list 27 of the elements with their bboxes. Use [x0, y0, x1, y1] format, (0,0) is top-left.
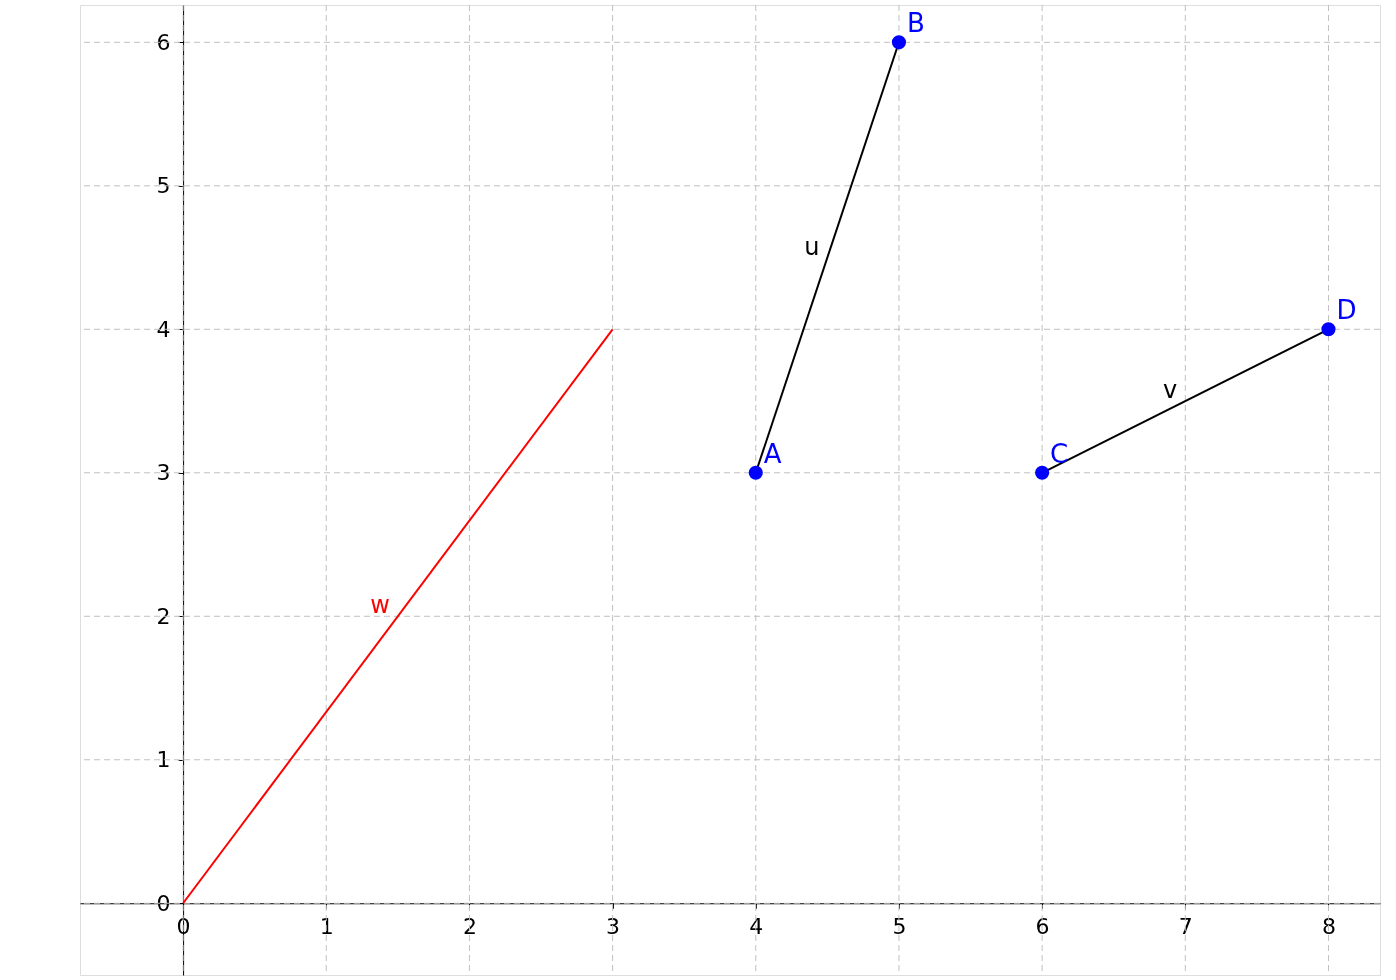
x-tick-label: 1: [319, 913, 334, 939]
y-tick-label: 1: [156, 747, 171, 773]
x-tick-label: 4: [749, 913, 764, 939]
x-tick-label: 7: [1178, 913, 1193, 939]
y-tick-label: 6: [156, 29, 171, 55]
series-label: w: [370, 591, 390, 620]
y-tick-label: 2: [156, 603, 171, 629]
data-label: A: [763, 438, 782, 469]
x-tick-label: 0: [176, 913, 191, 939]
x-tick-label: 6: [1035, 913, 1050, 939]
x-tick-label: 5: [892, 913, 907, 939]
x-tick-label: 2: [462, 913, 477, 939]
series-label: v: [1163, 376, 1178, 405]
point: [1321, 322, 1336, 337]
x-tick-label: 8: [1321, 913, 1336, 939]
y-tick-label: 5: [156, 173, 171, 199]
point: [748, 465, 763, 480]
point: [1035, 465, 1050, 480]
data-label: C: [1050, 438, 1069, 469]
y-tick-label: 4: [156, 316, 171, 342]
data-label: B: [906, 8, 925, 39]
series-label: u: [804, 232, 820, 261]
y-tick-label: 0: [156, 890, 171, 916]
y-tick-label: 3: [156, 460, 171, 486]
data-label: D: [1336, 295, 1357, 326]
point: [891, 35, 907, 50]
x-tick-label: 3: [606, 913, 621, 939]
